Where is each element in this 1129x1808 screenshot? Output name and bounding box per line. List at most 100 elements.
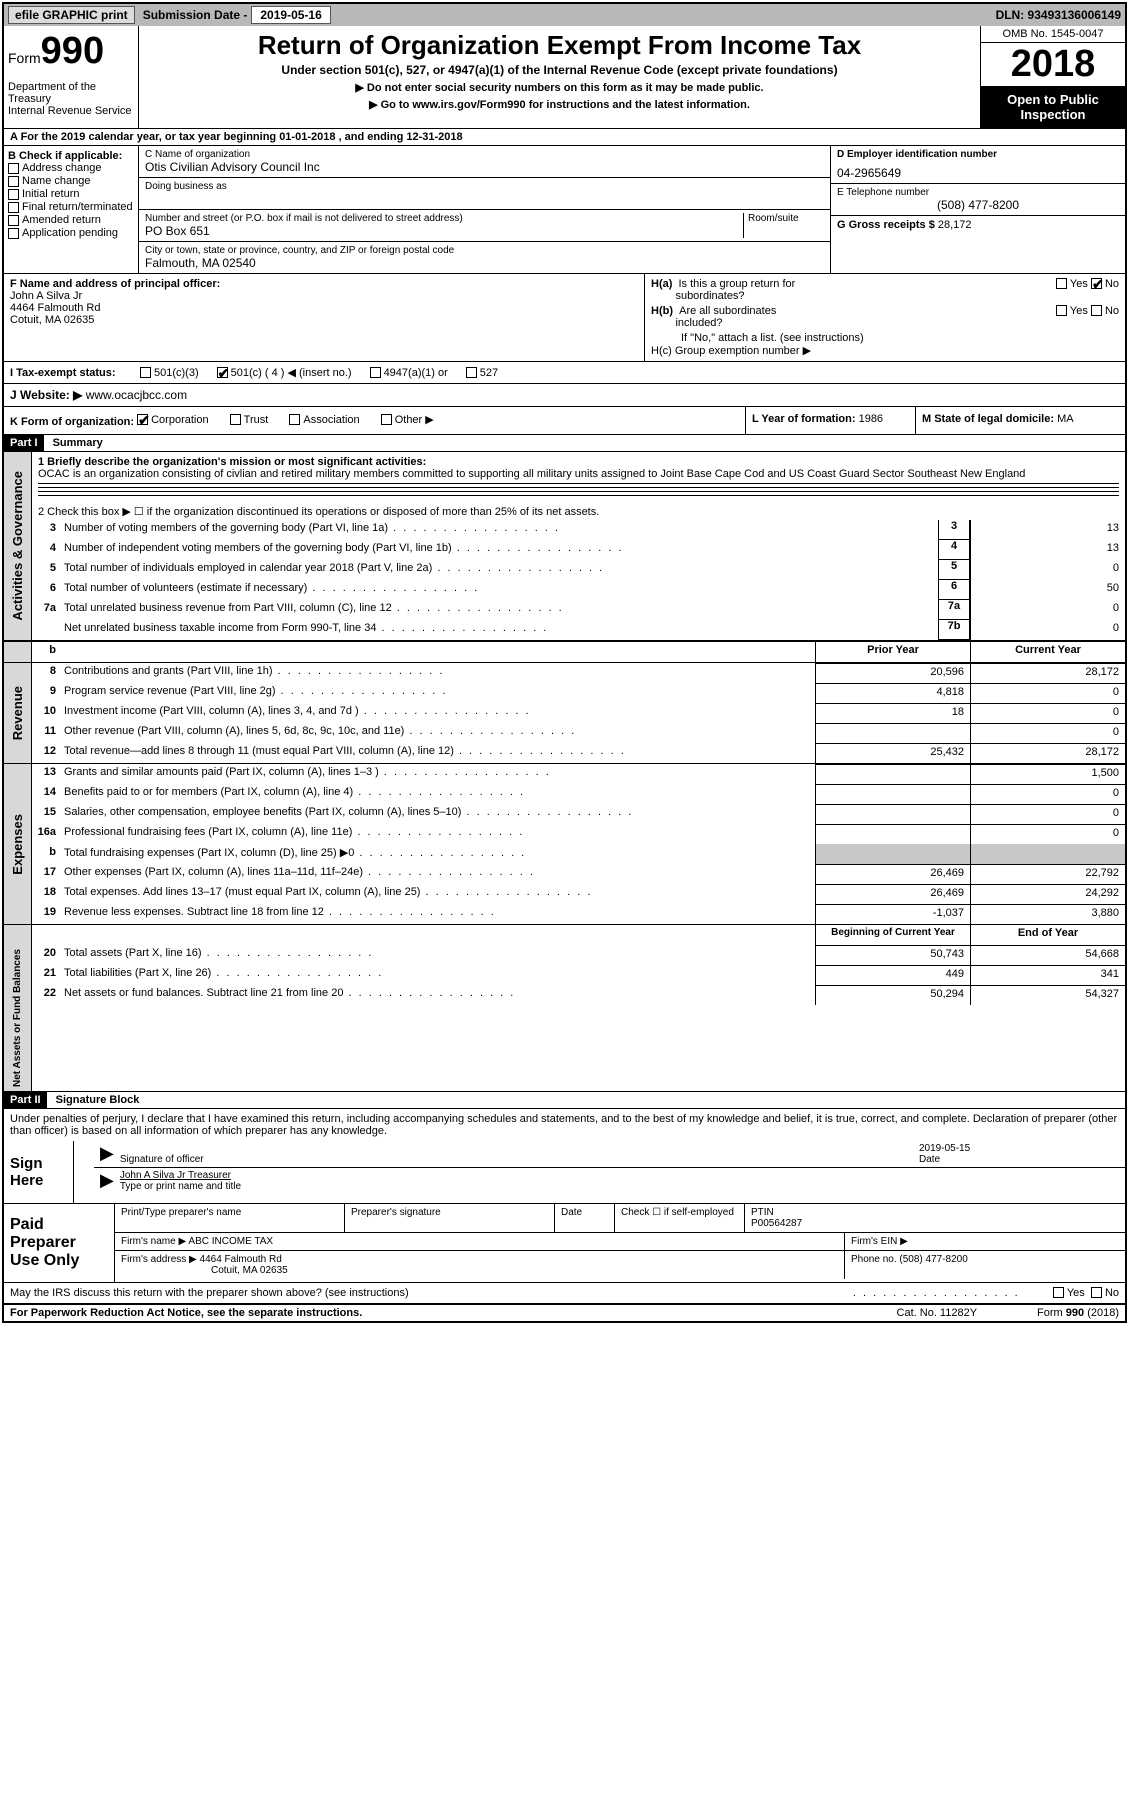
- current-value: 54,327: [970, 985, 1125, 1005]
- form-prefix: Form: [8, 50, 41, 66]
- ein-value: 04-2965649: [837, 166, 1119, 180]
- line-value: 0: [970, 620, 1125, 640]
- ha-no-checkbox[interactable]: [1091, 278, 1102, 289]
- line-text: Total liabilities (Part X, line 26): [60, 965, 815, 985]
- line-text: Program service revenue (Part VIII, line…: [60, 683, 815, 703]
- trust-label: Trust: [244, 414, 269, 426]
- year-formation-value: 1986: [859, 413, 883, 425]
- line-value: 0: [970, 560, 1125, 580]
- line-number: 7a: [32, 600, 60, 620]
- b-checkbox[interactable]: [8, 215, 19, 226]
- line-text: Revenue less expenses. Subtract line 18 …: [60, 904, 815, 924]
- line-text: Number of independent voting members of …: [60, 540, 938, 560]
- current-value: 0: [970, 723, 1125, 743]
- trust-checkbox[interactable]: [230, 414, 241, 425]
- line-text: Number of voting members of the governin…: [60, 520, 938, 540]
- city-label: City or town, state or province, country…: [145, 245, 824, 256]
- 501c3-checkbox[interactable]: [140, 367, 151, 378]
- corp-checkbox[interactable]: [137, 414, 148, 425]
- line-text: Salaries, other compensation, employee b…: [60, 804, 815, 824]
- line-number: 4: [32, 540, 60, 560]
- discuss-yes-checkbox[interactable]: [1053, 1287, 1064, 1298]
- line-value: 13: [970, 520, 1125, 540]
- goto-link[interactable]: ▶ Go to www.irs.gov/Form990 for instruct…: [147, 98, 972, 111]
- b-checkbox[interactable]: [8, 228, 19, 239]
- current-value: 0: [970, 784, 1125, 804]
- sig-date-label: Date: [919, 1154, 1119, 1165]
- line-text: Benefits paid to or for members (Part IX…: [60, 784, 815, 804]
- open-public-inspection: Open to Public Inspection: [981, 86, 1125, 128]
- hb-yes-checkbox[interactable]: [1056, 305, 1067, 316]
- section-b-checkboxes: B Check if applicable: Address changeNam…: [4, 146, 139, 273]
- current-year-header: Current Year: [970, 642, 1125, 662]
- gross-receipts-label: G Gross receipts $: [837, 219, 935, 231]
- arrow-icon: ▶: [100, 1170, 114, 1192]
- begin-year-header: Beginning of Current Year: [815, 925, 970, 945]
- line-number: 3: [32, 520, 60, 540]
- arrow-icon: ▶: [100, 1143, 114, 1165]
- prior-value: 50,294: [815, 985, 970, 1005]
- b-item-label: Final return/terminated: [22, 201, 133, 213]
- side-label-netassets: Net Assets or Fund Balances: [10, 945, 25, 1091]
- hb-note: If "No," attach a list. (see instruction…: [651, 332, 1119, 344]
- b-checkbox[interactable]: [8, 189, 19, 200]
- officer-addr2: Cotuit, MA 02635: [10, 314, 638, 326]
- line-number: 9: [32, 683, 60, 703]
- b-checkbox[interactable]: [8, 202, 19, 213]
- assoc-label: Association: [303, 414, 359, 426]
- line-box: 6: [938, 580, 970, 600]
- line-text: Investment income (Part VIII, column (A)…: [60, 703, 815, 723]
- section-a-tax-year: A For the 2019 calendar year, or tax yea…: [4, 129, 1125, 146]
- 501c-checkbox[interactable]: [217, 367, 228, 378]
- form-number: 990: [41, 30, 104, 72]
- room-label: Room/suite: [748, 213, 824, 224]
- b-line-num: b: [32, 642, 60, 662]
- part1-header: Part I: [4, 435, 44, 451]
- department-label: Department of the Treasury Internal Reve…: [8, 81, 134, 117]
- domicile-label: M State of legal domicile:: [922, 413, 1054, 425]
- current-value: 341: [970, 965, 1125, 985]
- current-value: 28,172: [970, 743, 1125, 763]
- officer-addr1: 4464 Falmouth Rd: [10, 302, 638, 314]
- part1-title: Summary: [47, 435, 109, 451]
- line-value: 0: [970, 600, 1125, 620]
- website-value[interactable]: www.ocacjbcc.com: [86, 388, 187, 402]
- 527-checkbox[interactable]: [466, 367, 477, 378]
- no-label: No: [1105, 1287, 1119, 1299]
- line-text: Total expenses. Add lines 13–17 (must eq…: [60, 884, 815, 904]
- dln-value: DLN: 93493136006149: [996, 8, 1121, 22]
- gray-cell: [815, 844, 970, 864]
- declaration-text: Under penalties of perjury, I declare th…: [4, 1109, 1125, 1141]
- hb-no-checkbox[interactable]: [1091, 305, 1102, 316]
- b-item-label: Initial return: [22, 188, 79, 200]
- line-number: 12: [32, 743, 60, 763]
- b-checkbox[interactable]: [8, 163, 19, 174]
- line-text: Total fundraising expenses (Part IX, col…: [60, 844, 815, 864]
- 501c3-label: 501(c)(3): [154, 367, 199, 379]
- form-version: Form 990 (2018): [1037, 1307, 1119, 1319]
- line-box: 7a: [938, 600, 970, 620]
- yes-label: Yes: [1070, 278, 1088, 302]
- city-value: Falmouth, MA 02540: [145, 256, 824, 270]
- 4947-checkbox[interactable]: [370, 367, 381, 378]
- form-title: Return of Organization Exempt From Incom…: [147, 30, 972, 61]
- current-value: 28,172: [970, 663, 1125, 683]
- discuss-no-checkbox[interactable]: [1091, 1287, 1102, 1298]
- sig-name-label: Type or print name and title: [120, 1181, 1119, 1192]
- assoc-checkbox[interactable]: [289, 414, 300, 425]
- b-checkbox[interactable]: [8, 176, 19, 187]
- officer-label: F Name and address of principal officer:: [10, 278, 638, 290]
- corp-label: Corporation: [151, 414, 208, 426]
- top-bar: efile GRAPHIC print Submission Date - 20…: [4, 4, 1125, 26]
- tax-year: 2018: [981, 43, 1125, 86]
- b-item-label: Application pending: [22, 227, 118, 239]
- prior-value: [815, 723, 970, 743]
- addr-value: PO Box 651: [145, 224, 739, 238]
- hc-label: H(c) Group exemption number ▶: [651, 344, 1119, 357]
- other-checkbox[interactable]: [381, 414, 392, 425]
- ha-yes-checkbox[interactable]: [1056, 278, 1067, 289]
- firm-phone-value: (508) 477-8200: [899, 1254, 967, 1265]
- current-value: 3,880: [970, 904, 1125, 924]
- firm-name-value: ABC INCOME TAX: [188, 1236, 273, 1247]
- efile-print-button[interactable]: efile GRAPHIC print: [8, 6, 135, 24]
